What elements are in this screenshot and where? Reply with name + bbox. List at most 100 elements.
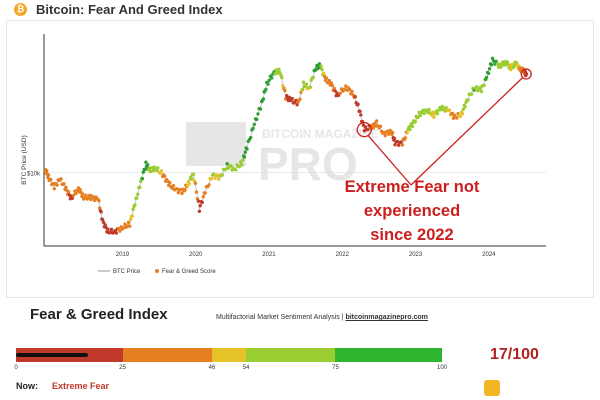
price-point [78,188,82,192]
price-point [249,135,253,140]
price-point [99,210,103,214]
legend-score-label: Fear & Greed Score [162,269,216,275]
price-point [317,62,322,66]
price-point [98,206,102,210]
price-point [196,199,201,203]
legend-score-swatch [155,269,159,273]
price-point [251,126,255,130]
watermark-line1: BITCOIN MAGAZINE [262,127,379,141]
now-label: Now: [16,381,38,391]
price-point [290,96,294,101]
price-point [264,87,268,92]
price-point [463,105,467,109]
price-point [131,207,135,211]
site-link[interactable]: bitcoinmagazinepro.com [345,314,428,321]
price-point [209,177,213,181]
price-point [62,182,66,186]
price-point [84,193,88,197]
bitcoin-logo-icon: ₿ [14,3,27,16]
annotation-arrow-left [367,135,412,186]
price-point [241,158,245,162]
price-point [403,136,407,140]
price-point [298,97,302,101]
price-point [479,89,484,94]
price-point [333,89,337,93]
price-point [191,172,196,176]
gauge-needle [16,353,89,357]
gauge-segment [122,348,212,362]
price-point [183,188,187,192]
price-point [146,163,150,167]
price-point [128,224,132,228]
price-point [128,217,133,221]
price-point [89,197,93,202]
price-point [258,107,263,111]
price-point [461,107,466,112]
price-point [92,198,97,203]
x-tick-label: 2019 [116,252,130,258]
price-point [114,231,119,235]
price-point [266,82,270,86]
price-point [256,112,260,116]
price-point [240,163,244,167]
price-point [198,203,202,208]
price-point [378,124,383,128]
price-point [408,127,412,132]
price-point [373,121,377,126]
watermark-line2: PRO [258,138,358,190]
price-point [460,112,465,116]
x-tick-label: 2024 [482,252,496,258]
price-point [66,190,71,194]
price-point [474,85,479,89]
price-point [201,195,205,199]
price-point [455,116,459,120]
price-point [304,82,309,86]
now-value: Extreme Fear [52,381,110,391]
price-point [363,125,368,129]
price-point [278,71,282,75]
price-point [375,119,379,123]
price-point [344,84,348,88]
chart-panel [6,20,594,298]
price-point [277,67,281,71]
price-point [255,117,259,122]
gauge-tick-label: 100 [436,365,448,371]
price-point [180,191,184,196]
price-point [109,227,114,231]
price-point [46,173,51,177]
price-point [148,169,153,174]
x-tick-label: 2023 [409,252,423,258]
price-point [311,75,315,80]
price-point [45,169,49,173]
price-point [71,193,76,197]
price-point [252,122,256,127]
price-point [168,181,172,185]
price-point [418,113,423,118]
price-point [103,223,107,227]
price-point [482,83,486,88]
header: ₿ Bitcoin: Fear And Greed Index [0,0,600,20]
price-point [74,191,78,196]
price-point [324,76,329,80]
price-point [55,183,59,187]
y-tick-label: $10k [27,171,41,177]
price-point [283,88,287,93]
price-point [139,179,143,184]
price-point [435,112,440,116]
price-point [144,160,148,164]
price-point [390,131,395,135]
annotation-text: experienced [364,202,460,220]
gauge-tick-label: 54 [242,365,250,371]
price-point [159,169,164,173]
price-point [217,177,221,181]
x-tick-label: 2022 [336,252,350,258]
price-point [81,192,85,196]
price-point [492,59,496,63]
price-point [187,182,191,186]
price-point [207,183,211,187]
price-point [387,132,391,136]
price-point [338,91,342,96]
price-point [176,190,181,195]
price-point [489,63,494,67]
y-axis-label: BTC Price (USD) [21,135,28,184]
